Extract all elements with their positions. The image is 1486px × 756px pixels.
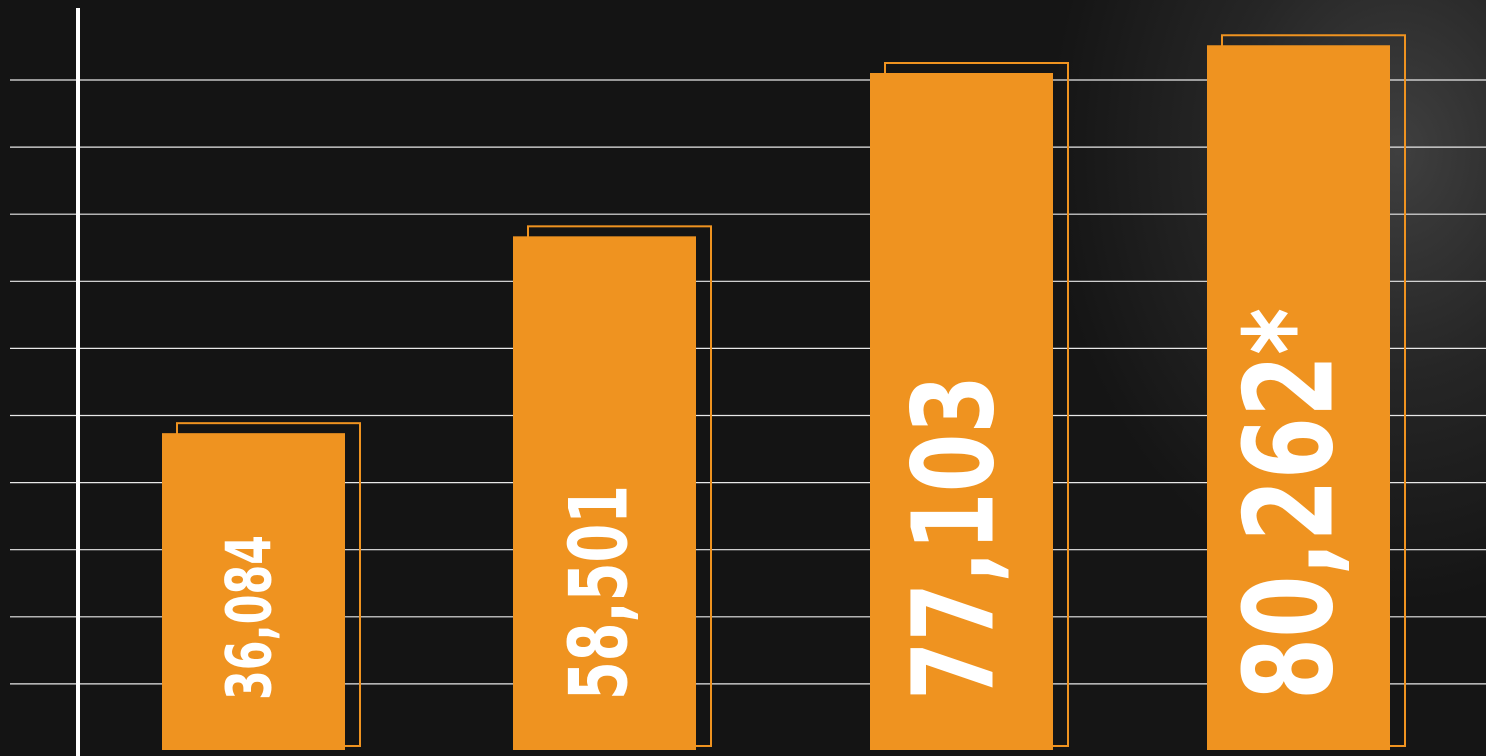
value-label: 80,262* (1219, 308, 1361, 700)
chart: 36,084 58,501 77,103 80,262* (0, 0, 1486, 756)
value-label: 36,084 (213, 535, 286, 700)
value-label: 58,501 (552, 485, 645, 700)
page: {"chart_data": {"type": "bar", "values":… (0, 0, 1486, 756)
value-label: 77,103 (889, 375, 1019, 700)
